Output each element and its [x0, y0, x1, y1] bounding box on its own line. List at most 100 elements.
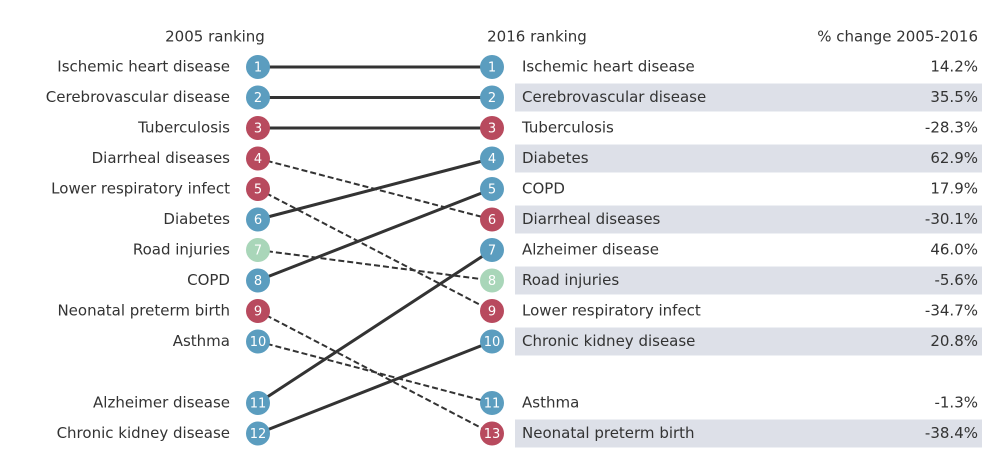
- left-title: 2005 ranking: [165, 28, 265, 46]
- rank-number: 6: [254, 213, 262, 228]
- connector: [257, 310, 493, 435]
- rank-circle: [480, 421, 504, 446]
- left-label: Lower respiratory infect: [51, 180, 230, 198]
- left-label: Asthma: [173, 332, 230, 350]
- rank-circle: [246, 146, 270, 171]
- rank-number: 8: [254, 274, 262, 289]
- rank-circle: [480, 299, 504, 323]
- rank-circle: [246, 391, 270, 415]
- rank-number: 9: [254, 305, 262, 320]
- right-label: Ischemic heart disease: [522, 58, 695, 76]
- connector: [257, 340, 493, 404]
- connector: [257, 249, 493, 282]
- left-label: Ischemic heart disease: [57, 58, 230, 76]
- rank-circle: [246, 329, 270, 354]
- rank-circle: [480, 85, 504, 110]
- left-label: COPD: [187, 271, 230, 289]
- rank-circle: [246, 299, 270, 323]
- right-label: COPD: [522, 180, 565, 198]
- left-label: Tuberculosis: [137, 119, 230, 137]
- left-label: Chronic kidney disease: [57, 424, 230, 442]
- right-label: Asthma: [522, 394, 579, 412]
- rank-number: 10: [484, 335, 501, 350]
- change-label: -34.7%: [925, 302, 978, 320]
- rank-circle: [246, 238, 270, 262]
- rank-number: 1: [488, 61, 496, 76]
- right-label: Diarrheal diseases: [522, 210, 661, 228]
- left-label: Diarrheal diseases: [92, 149, 231, 167]
- left-label: Road injuries: [133, 241, 230, 259]
- rank-number: 13: [484, 427, 501, 442]
- rank-number: 11: [250, 397, 267, 412]
- rank-circle: [246, 421, 270, 446]
- rank-circle: [480, 146, 504, 171]
- rank-circle: [480, 207, 504, 232]
- connector: [257, 157, 493, 221]
- rank-number: 4: [488, 152, 496, 167]
- right-label: Lower respiratory infect: [522, 302, 701, 320]
- change-label: -28.3%: [925, 119, 978, 137]
- right-label: Tuberculosis: [521, 119, 614, 137]
- rank-number: 11: [484, 397, 501, 412]
- rank-number: 3: [488, 122, 496, 137]
- rank-number: 2: [488, 91, 496, 106]
- change-label: 14.2%: [930, 58, 978, 76]
- rank-number: 1: [254, 61, 262, 76]
- rank-circle: [480, 177, 504, 201]
- change-label: 62.9%: [930, 149, 978, 167]
- rank-circle: [246, 268, 270, 293]
- row-band: [515, 144, 982, 173]
- rank-circle: [246, 207, 270, 232]
- left-label: Neonatal preterm birth: [57, 302, 230, 320]
- change-label: 46.0%: [930, 241, 978, 259]
- rank-circle: [480, 238, 504, 262]
- rank-number: 7: [488, 244, 496, 259]
- change-label: -30.1%: [925, 210, 978, 228]
- rank-circle: [480, 55, 504, 79]
- rank-circle: [480, 391, 504, 415]
- right-label: Diabetes: [522, 149, 589, 167]
- rank-circle: [246, 177, 270, 201]
- connector: [257, 187, 493, 282]
- connector: [257, 340, 493, 435]
- row-band: [515, 266, 982, 295]
- rank-circle: [480, 329, 504, 354]
- change-label: -5.6%: [934, 271, 978, 289]
- rank-circle: [480, 268, 504, 293]
- change-label: 20.8%: [930, 332, 978, 350]
- row-band: [515, 327, 982, 356]
- rank-number: 2: [254, 91, 262, 106]
- right-label: Neonatal preterm birth: [522, 424, 695, 442]
- left-label: Alzheimer disease: [93, 394, 230, 412]
- rank-number: 10: [250, 335, 267, 350]
- rank-circle: [480, 116, 504, 140]
- right-label: Chronic kidney disease: [522, 332, 695, 350]
- rank-circle: [246, 85, 270, 110]
- rank-circle: [246, 55, 270, 79]
- rank-number: 3: [254, 122, 262, 137]
- connector: [257, 248, 493, 405]
- change-title: % change 2005-2016: [817, 28, 978, 46]
- rank-circle: [246, 116, 270, 140]
- rank-number: 6: [488, 213, 496, 228]
- change-label: -38.4%: [925, 424, 978, 442]
- right-title: 2016 ranking: [487, 28, 587, 46]
- rank-number: 5: [488, 183, 496, 198]
- change-label: 17.9%: [930, 180, 978, 198]
- left-label: Cerebrovascular disease: [46, 88, 230, 106]
- rank-number: 7: [254, 244, 262, 259]
- right-label: Road injuries: [522, 271, 619, 289]
- rank-number: 12: [250, 427, 267, 442]
- row-band: [515, 419, 982, 448]
- row-band: [515, 205, 982, 234]
- rank-number: 9: [488, 305, 496, 320]
- rank-number: 4: [254, 152, 262, 167]
- row-band: [515, 83, 982, 112]
- rank-number: 5: [254, 183, 262, 198]
- change-label: -1.3%: [934, 394, 978, 412]
- right-label: Alzheimer disease: [522, 241, 659, 259]
- right-label: Cerebrovascular disease: [522, 88, 706, 106]
- rank-number: 8: [488, 274, 496, 289]
- connector: [257, 188, 493, 312]
